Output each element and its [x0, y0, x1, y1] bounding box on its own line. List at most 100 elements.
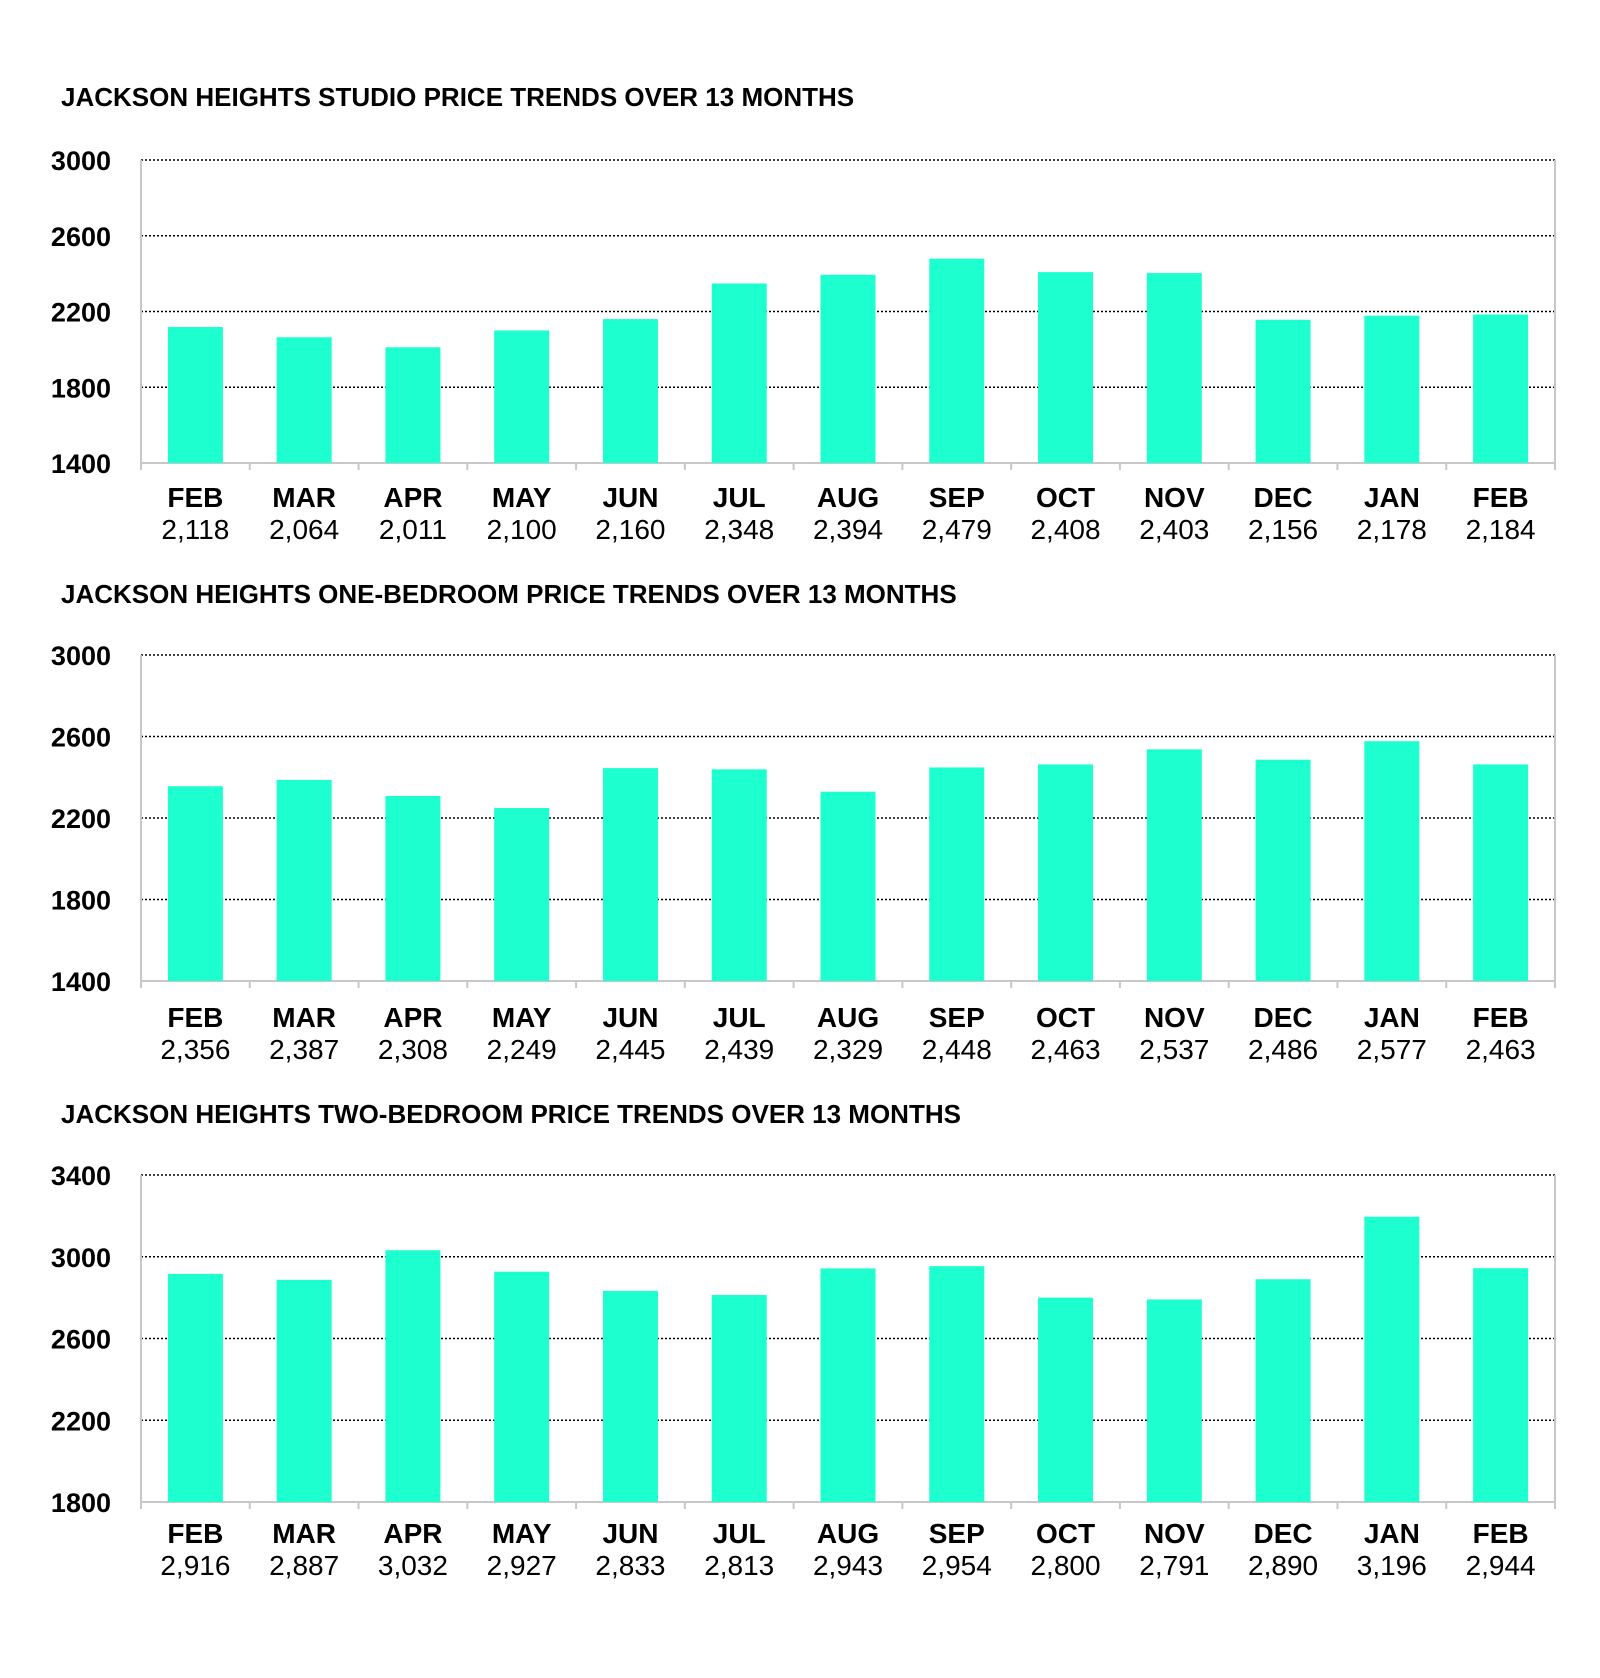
- bar-oct: [1038, 272, 1094, 463]
- x-category-label: JUN: [602, 1002, 658, 1033]
- x-category-label: FEB: [1473, 1518, 1529, 1549]
- bar-value-label: 2,348: [704, 514, 774, 545]
- bar-jun: [602, 768, 658, 981]
- bar-value-label: 2,927: [487, 1550, 557, 1581]
- bar-value-label: 2,329: [813, 1034, 883, 1065]
- bar-jul: [711, 283, 767, 463]
- bar-jun: [602, 319, 658, 463]
- x-category-label: JAN: [1364, 482, 1420, 513]
- bar-value-label: 2,887: [269, 1550, 339, 1581]
- y-tick-label: 1800: [51, 373, 111, 403]
- chart-panel-3: JACKSON HEIGHTS TWO-BEDROOM PRICE TRENDS…: [51, 1099, 1556, 1581]
- bar-value-label: 2,944: [1466, 1550, 1536, 1581]
- y-tick-label: 3000: [51, 146, 111, 176]
- bar-mar: [276, 337, 332, 463]
- bar-value-label: 2,118: [161, 514, 229, 545]
- bar-value-label: 3,196: [1357, 1550, 1427, 1581]
- bar-apr: [385, 1250, 441, 1502]
- y-tick-label: 2600: [51, 723, 111, 753]
- bar-oct: [1038, 764, 1094, 981]
- y-tick-label: 1800: [51, 1488, 111, 1518]
- x-category-label: SEP: [929, 482, 985, 513]
- bar-value-label: 2,463: [1466, 1034, 1536, 1065]
- bar-value-label: 2,445: [595, 1034, 665, 1065]
- bar-feb: [1473, 314, 1529, 463]
- x-category-label: DEC: [1254, 1002, 1313, 1033]
- bar-value-label: 2,479: [922, 514, 992, 545]
- y-tick-label: 2600: [51, 1325, 111, 1355]
- bar-apr: [385, 795, 441, 981]
- x-category-label: AUG: [817, 1518, 879, 1549]
- x-category-label: OCT: [1036, 1518, 1095, 1549]
- bar-may: [494, 330, 550, 463]
- y-tick-label: 3000: [51, 641, 111, 671]
- y-tick-label: 2200: [51, 804, 111, 834]
- x-category-label: JUN: [602, 482, 658, 513]
- bar-value-label: 2,890: [1248, 1550, 1318, 1581]
- bar-value-label: 2,356: [160, 1034, 230, 1065]
- bar-jun: [602, 1290, 658, 1502]
- y-tick-label: 2600: [51, 222, 111, 252]
- chart-title: JACKSON HEIGHTS TWO-BEDROOM PRICE TRENDS…: [61, 1099, 961, 1129]
- bar-value-label: 2,439: [704, 1034, 774, 1065]
- bar-value-label: 2,184: [1466, 514, 1536, 545]
- bar-mar: [276, 779, 332, 981]
- bar-oct: [1038, 1297, 1094, 1502]
- bar-sep: [929, 258, 985, 463]
- chart-title: JACKSON HEIGHTS ONE-BEDROOM PRICE TRENDS…: [61, 579, 957, 609]
- bar-apr: [385, 347, 441, 463]
- x-category-label: MAY: [492, 1518, 552, 1549]
- bar-nov: [1146, 749, 1202, 981]
- chart-title: JACKSON HEIGHTS STUDIO PRICE TRENDS OVER…: [61, 82, 854, 112]
- x-category-label: MAR: [272, 482, 336, 513]
- x-category-label: APR: [383, 1518, 442, 1549]
- x-category-label: FEB: [1473, 1002, 1529, 1033]
- bar-feb: [1473, 764, 1529, 981]
- x-category-label: APR: [383, 1002, 442, 1033]
- bar-value-label: 2,394: [813, 514, 883, 545]
- bar-jul: [711, 1294, 767, 1502]
- bar-value-label: 2,249: [487, 1034, 557, 1065]
- bar-jan: [1364, 315, 1420, 463]
- bar-nov: [1146, 1299, 1202, 1502]
- y-tick-label: 2200: [51, 1406, 111, 1436]
- bar-value-label: 2,943: [813, 1550, 883, 1581]
- bar-mar: [276, 1279, 332, 1502]
- x-category-label: SEP: [929, 1002, 985, 1033]
- chart-panel-1: JACKSON HEIGHTS STUDIO PRICE TRENDS OVER…: [51, 82, 1556, 545]
- bar-value-label: 2,011: [379, 514, 447, 545]
- x-category-label: MAR: [272, 1002, 336, 1033]
- bar-feb: [167, 327, 223, 463]
- x-category-label: OCT: [1036, 482, 1095, 513]
- bar-value-label: 2,791: [1139, 1550, 1209, 1581]
- bar-value-label: 2,156: [1248, 514, 1318, 545]
- bar-nov: [1146, 273, 1202, 463]
- bar-sep: [929, 1266, 985, 1502]
- bar-dec: [1255, 759, 1311, 981]
- bar-jan: [1364, 1216, 1420, 1502]
- x-category-label: NOV: [1144, 482, 1205, 513]
- bar-value-label: 2,448: [922, 1034, 992, 1065]
- bar-jul: [711, 769, 767, 981]
- y-tick-label: 1800: [51, 886, 111, 916]
- y-tick-label: 2200: [51, 298, 111, 328]
- bar-dec: [1255, 1279, 1311, 1502]
- x-category-label: JAN: [1364, 1518, 1420, 1549]
- bar-feb: [1473, 1268, 1529, 1502]
- x-category-label: SEP: [929, 1518, 985, 1549]
- bar-value-label: 2,178: [1357, 514, 1427, 545]
- bar-value-label: 2,537: [1139, 1034, 1209, 1065]
- x-category-label: JUN: [602, 1518, 658, 1549]
- bar-aug: [820, 1268, 876, 1502]
- bar-value-label: 3,032: [378, 1550, 448, 1581]
- x-category-label: MAY: [492, 1002, 552, 1033]
- bar-sep: [929, 767, 985, 981]
- x-category-label: FEB: [167, 1002, 223, 1033]
- bar-value-label: 2,486: [1248, 1034, 1318, 1065]
- bar-value-label: 2,954: [922, 1550, 992, 1581]
- bar-value-label: 2,916: [160, 1550, 230, 1581]
- x-category-label: DEC: [1254, 1518, 1313, 1549]
- bar-value-label: 2,833: [595, 1550, 665, 1581]
- bar-value-label: 2,403: [1139, 514, 1209, 545]
- x-category-label: JUL: [713, 1518, 766, 1549]
